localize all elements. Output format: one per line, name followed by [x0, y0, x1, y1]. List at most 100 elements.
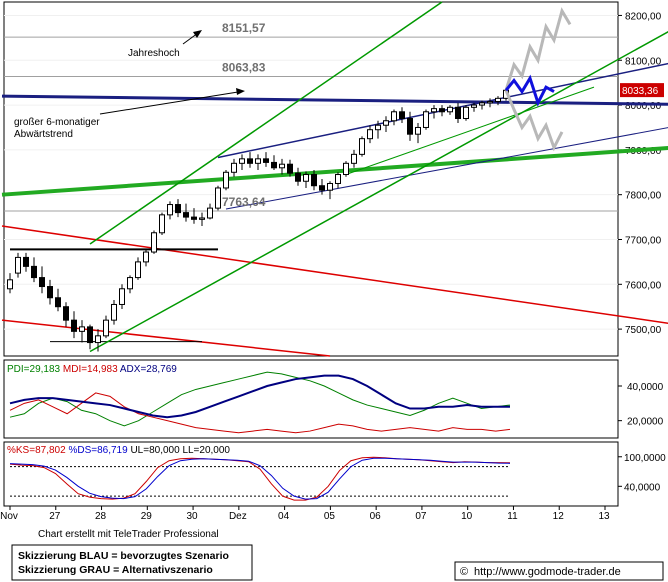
candle-body — [311, 174, 317, 187]
price-tick-label: 8100,00 — [625, 56, 662, 67]
candle-body — [319, 185, 325, 191]
dmi-axis: 40,0000 20,0000 — [618, 382, 664, 428]
level-labels: 8151,57 8063,83 7763,64 — [222, 21, 266, 209]
candle-body — [231, 162, 237, 173]
dmi-series-mdi — [9, 392, 511, 434]
credit-text: Chart erstellt mit TeleTrader Profession… — [38, 529, 219, 540]
price-tick-label: 8000,00 — [625, 101, 662, 112]
scenario-legend-gray: Skizzierung GRAU = Alternativszenario — [18, 564, 213, 576]
candles — [7, 87, 509, 352]
candle-body — [167, 204, 173, 216]
candle-body — [215, 187, 221, 209]
dmi-lines — [9, 371, 511, 434]
scenario-legend-box — [11, 544, 253, 581]
x-tick-label: 04 — [278, 511, 290, 522]
candle-body — [95, 335, 101, 344]
candle-body — [439, 108, 445, 113]
stochastic-title-part: %DS=86,719 — [66, 445, 128, 456]
candle-body — [263, 158, 269, 163]
candle-body — [287, 163, 293, 174]
x-tick-label: 11 — [507, 511, 518, 522]
copyright-icon: © — [460, 566, 468, 578]
candle-body — [367, 129, 373, 140]
downtrend-label: Abwärtstrend — [14, 129, 73, 140]
dmi-title: PDI=29,183 MDI=14,983 ADX=28,769 — [7, 364, 177, 375]
dmi-tick-label: 20,0000 — [627, 417, 664, 428]
candle-body — [407, 118, 413, 135]
navy-upper-trend — [217, 62, 668, 159]
thick-green-trend — [1, 146, 668, 197]
dmi-title-adx: ADX=28,769 — [118, 364, 178, 375]
candle-body — [55, 297, 61, 308]
green-channel-inner — [345, 86, 595, 175]
stochastic-axis: 100,0000 40,0000 — [618, 453, 666, 493]
candle-body — [375, 124, 381, 131]
x-tick-label: 06 — [370, 511, 382, 522]
candle-body — [447, 106, 453, 113]
stochastic-tick-label: 40,0000 — [624, 482, 661, 493]
x-tick-label: 13 — [598, 511, 610, 522]
scenarios — [504, 7, 572, 152]
downtrend-arrow — [99, 91, 239, 115]
price-tick-label: 7800,00 — [625, 191, 662, 202]
candle-body — [343, 162, 349, 176]
candle-body — [279, 163, 285, 169]
scenario-gray-up — [504, 7, 572, 91]
candle-body — [455, 106, 461, 120]
price-tick-label: 7700,00 — [625, 235, 662, 246]
dmi-tick-label: 40,0000 — [627, 382, 664, 393]
last-price-box — [620, 83, 664, 98]
dmi-series-adx — [9, 374, 510, 419]
candle-body — [47, 286, 53, 299]
candle-body — [207, 207, 213, 219]
stochastic-lines — [9, 456, 511, 501]
candle-body — [479, 102, 485, 106]
candle-body — [159, 214, 165, 234]
last-price-marker: 8033,36 — [620, 83, 664, 98]
candle-body — [335, 174, 341, 184]
trend-lines — [1, 1, 668, 357]
candle-body — [383, 120, 389, 126]
level-label: 8063,83 — [222, 60, 266, 74]
navy-downtrend — [1, 94, 668, 106]
scenario-gray-down — [504, 89, 564, 152]
x-tick-label: 29 — [141, 511, 153, 522]
price-tick-label: 8200,00 — [625, 11, 662, 22]
x-tick-label: Dez — [229, 511, 247, 522]
candle-body — [223, 171, 229, 189]
jahreshoch-label: Jahreshoch — [128, 48, 180, 59]
candle-body — [271, 161, 277, 169]
last-price-label: 8033,36 — [622, 86, 659, 97]
candle-body — [423, 111, 429, 128]
candle-body — [351, 153, 357, 164]
green-channel-upper — [89, 1, 443, 245]
candle-body — [247, 158, 253, 164]
candle-body — [23, 256, 29, 267]
url-box — [454, 561, 664, 581]
red-trend-upper — [1, 225, 668, 324]
candle-body — [295, 172, 301, 182]
downtrend-label: großer 6-monatiger — [14, 117, 100, 128]
candle-body — [191, 216, 197, 220]
scenario-blue — [504, 74, 555, 107]
candle-body — [431, 108, 437, 113]
x-axis: Nov 27 28 29 30 Dez 04 05 06 07 10 11 12 13 — [0, 506, 610, 522]
candle-body — [303, 174, 309, 182]
x-tick-label: 27 — [49, 511, 61, 522]
candle-body — [255, 158, 261, 164]
candle-body — [415, 126, 421, 135]
candle-body — [111, 303, 117, 321]
stochastic-title-part: UL=80,000 LL=20,000 — [128, 445, 231, 456]
green-channel-lower — [89, 31, 668, 353]
candle-body — [391, 111, 397, 122]
candle-body — [239, 158, 245, 164]
url-link[interactable]: http://www.godmode-trader.de — [474, 566, 621, 578]
candle-body — [87, 326, 93, 344]
candle-body — [327, 182, 333, 191]
candle-body — [463, 106, 469, 120]
stochastic-title: %KS=87,802 %DS=86,719 UL=80,000 LL=20,00… — [7, 445, 230, 456]
candle-body — [79, 326, 85, 332]
